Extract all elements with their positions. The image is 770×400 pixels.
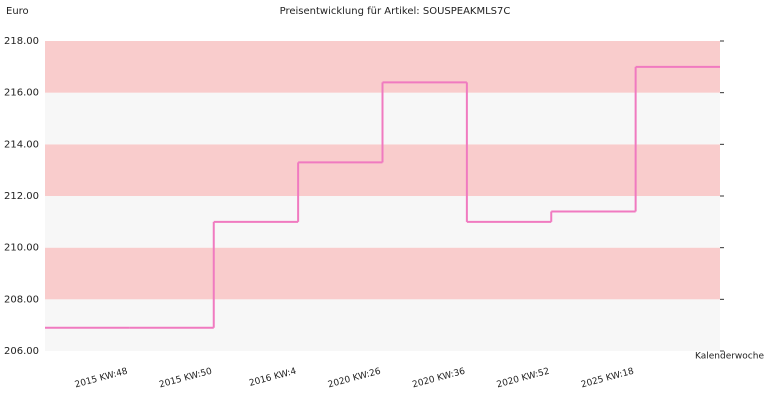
y-tick-label: 214.00 <box>4 139 39 150</box>
y-tick-label: 216.00 <box>4 88 39 99</box>
x-tick-label: 2015 KW:48 <box>74 367 129 391</box>
x-tick-label: 2020 KW:26 <box>327 367 382 391</box>
x-tick-label: 2025 KW:18 <box>580 367 635 391</box>
y-tick-label: 218.00 <box>4 36 39 47</box>
y-tick-label: 208.00 <box>4 294 39 305</box>
y-tick-label: 210.00 <box>4 243 39 254</box>
x-tick-label: 2020 KW:36 <box>411 367 466 391</box>
x-tick-label: 2016 KW:4 <box>248 367 298 389</box>
x-tick-label: 2015 KW:50 <box>158 367 213 391</box>
background-band <box>45 299 720 351</box>
x-axis-label: Kalenderwoche <box>695 352 764 362</box>
y-tick-label: 206.00 <box>4 346 39 357</box>
background-band <box>45 247 720 300</box>
background-band <box>45 196 720 248</box>
y-axis-label: Euro <box>6 6 29 17</box>
x-tick-label: 2020 KW:52 <box>496 367 551 391</box>
chart-title: Preisentwicklung für Artikel: SOUSPEAKML… <box>280 6 511 17</box>
y-tick-label: 212.00 <box>4 191 39 202</box>
